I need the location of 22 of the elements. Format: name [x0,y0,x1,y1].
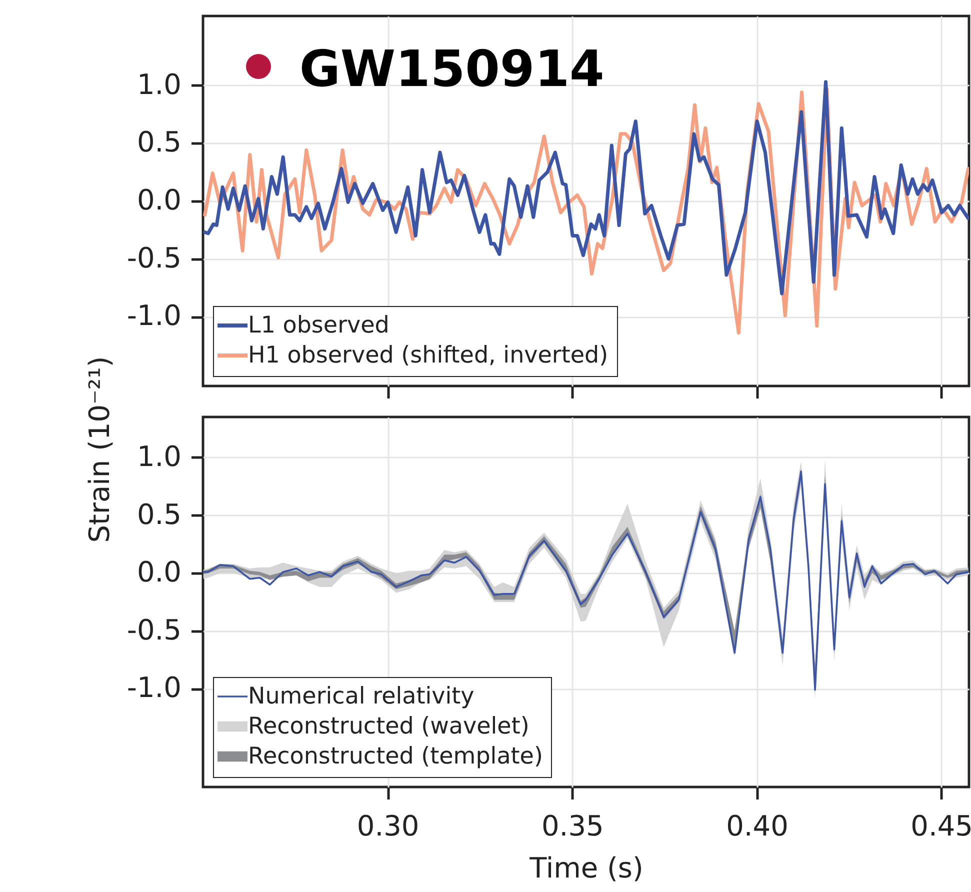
x-tick-label: 0.30 [356,810,420,842]
y-tick-label: -1.0 [126,299,182,332]
x-tick-label: 0.35 [541,810,604,842]
legend-label: Reconstructed (wavelet) [248,714,530,740]
y-tick-label: -0.5 [126,241,182,274]
x-axis-title: Time (s) [528,852,644,884]
legend-label: Reconstructed (template) [248,744,543,770]
x-tick-label: 0.40 [726,810,788,842]
legend-label: Numerical relativity [248,684,474,710]
y-tick-label: 0.5 [136,126,182,159]
y-tick-label: 1.0 [136,68,182,101]
y-tick-label: 0.0 [136,556,182,589]
y-tick-label: 1.0 [136,440,182,473]
y-tick-label: 0.0 [136,184,182,216]
legend-label: L1 observed [248,312,390,338]
y-axis-title: Strain (10⁻²¹) [83,356,116,543]
y-tick-label: -0.5 [126,613,182,646]
y-tick-label: -1.0 [126,671,182,704]
x-tick-label: 0.45 [910,810,971,842]
y-tick-label: 0.5 [136,498,182,531]
text: GW150914 [299,40,604,98]
legend-label: H1 observed (shifted, inverted) [248,342,608,368]
